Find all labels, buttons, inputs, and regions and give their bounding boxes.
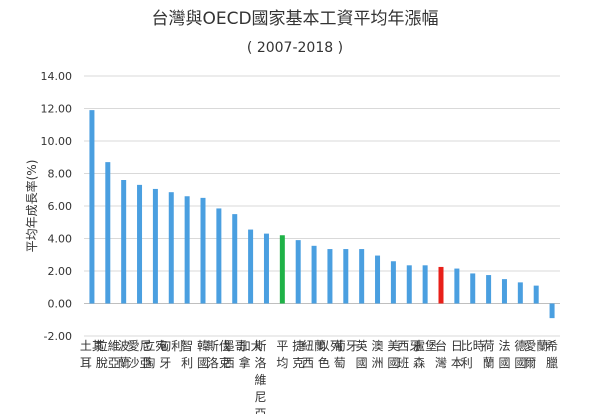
bar-5	[152, 188, 158, 304]
bar-13	[279, 235, 285, 304]
y-tick-label: 0.00	[48, 298, 73, 311]
bar-6	[168, 192, 174, 304]
bar-16	[327, 249, 333, 304]
x-tick-label: 英國	[356, 339, 368, 370]
x-tick-label: 紐西蘭	[302, 339, 326, 370]
bar-25	[470, 273, 476, 304]
y-tick-label: 8.00	[48, 168, 73, 181]
bar-2	[105, 162, 111, 304]
x-tick-label: 匈牙利	[159, 339, 183, 370]
y-axis-ticks: -2.00 0.00 2.00 4.00 6.00 8.00 10.00 12.00 14.00	[41, 70, 73, 343]
bar-20	[390, 261, 396, 304]
y-tick-label: -2.00	[44, 330, 72, 343]
bar-4	[137, 184, 143, 304]
bar-9	[216, 208, 222, 304]
x-tick-label: 西班牙	[397, 339, 421, 370]
bar-11	[248, 229, 254, 304]
x-tick-label: 捷克	[292, 339, 304, 370]
bar-24	[454, 268, 460, 304]
x-tick-label: 墨西哥	[223, 339, 247, 370]
bar-21	[406, 265, 412, 304]
x-axis-category-labels: 土耳其拉脫維亞波蘭愛沙尼亞立陶宛匈牙利智利韓國斯洛伐克墨西哥加拿大斯洛維尼亞平均…	[80, 338, 558, 414]
bar-8	[200, 197, 206, 304]
bar-19	[375, 255, 381, 304]
y-tick-label: 2.00	[48, 265, 73, 278]
x-tick-label: 平均	[276, 339, 288, 370]
bar-18	[359, 249, 365, 304]
bar-14	[295, 240, 301, 304]
x-tick-label: 德國	[514, 338, 526, 370]
y-tick-label: 12.00	[41, 103, 73, 116]
x-tick-label: 智利	[181, 338, 193, 370]
x-tick-label: 韓國	[197, 339, 209, 370]
x-tick-label: 希臘	[546, 338, 558, 370]
x-tick-label: 土耳其	[80, 339, 104, 370]
bar-17	[343, 249, 349, 304]
bar-22	[422, 265, 428, 304]
x-tick-label: 波蘭	[118, 339, 130, 370]
x-tick-label: 愛沙尼亞	[128, 339, 152, 370]
x-tick-label: 愛爾蘭	[524, 339, 548, 370]
x-tick-label: 葡萄牙	[334, 339, 358, 370]
y-axis-label: 平均年成長率(%)	[24, 160, 39, 253]
bars	[89, 110, 555, 319]
chart-title: 台灣與OECD國家基本工資平均年漲幅	[151, 9, 438, 29]
x-tick-label: 立陶宛	[143, 338, 167, 370]
x-tick-label: 比利時	[461, 339, 485, 370]
y-tick-label: 10.00	[41, 135, 73, 148]
bar-26	[486, 275, 492, 304]
chart-subtitle: ( 2007-2018 )	[247, 40, 343, 56]
bar-1	[89, 110, 95, 304]
bar-23	[438, 266, 444, 304]
y-tick-label: 6.00	[48, 200, 73, 213]
x-tick-label: 斯洛維尼亞	[254, 339, 266, 414]
y-tick-label: 14.00	[41, 70, 73, 83]
x-tick-label: 荷蘭	[483, 339, 495, 370]
bar-7	[184, 196, 190, 304]
y-tick-label: 4.00	[48, 233, 73, 246]
bar-30	[549, 303, 555, 319]
bar-3	[121, 180, 127, 304]
x-tick-label: 日本	[451, 339, 463, 370]
x-tick-label: 盧森堡	[413, 338, 437, 370]
x-tick-label: 法國	[498, 339, 510, 370]
bar-10	[232, 214, 238, 304]
bar-29	[533, 285, 539, 304]
bar-27	[501, 279, 507, 304]
bar-15	[311, 245, 317, 304]
x-tick-label: 美國	[387, 339, 399, 370]
bar-12	[263, 233, 269, 304]
x-tick-label: 斯洛伐克	[207, 339, 231, 370]
x-tick-label: 台灣	[435, 338, 447, 370]
x-tick-label: 澳洲	[372, 339, 384, 370]
x-tick-label: 拉脫維亞	[96, 338, 120, 370]
bar-28	[517, 282, 523, 304]
x-tick-label: 加拿大	[239, 339, 263, 370]
x-tick-label: 以色列	[318, 339, 342, 370]
gridlines	[84, 75, 560, 337]
